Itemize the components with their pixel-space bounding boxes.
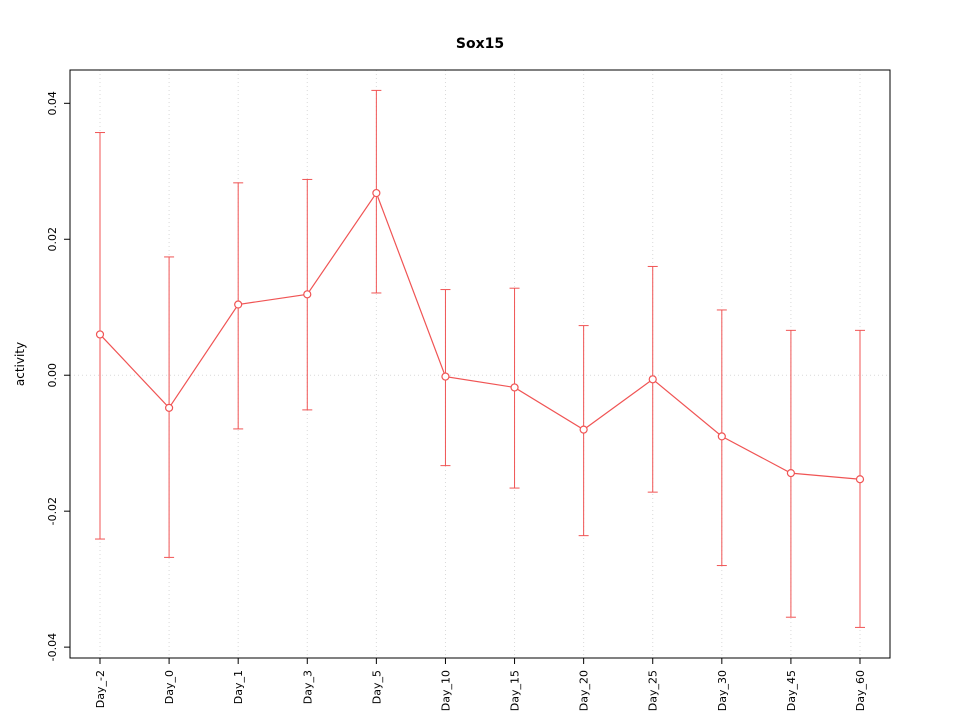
x-tick-label: Day_20 <box>578 670 591 711</box>
x-tick-label: Day_15 <box>509 670 522 711</box>
data-point <box>441 372 450 381</box>
series-line <box>99 191 861 480</box>
x-tick-label: Day_1 <box>232 670 245 704</box>
y-tick-label: -0.04 <box>46 633 59 661</box>
data-point <box>164 403 174 412</box>
x-tick-label: Day_10 <box>439 670 452 711</box>
data-point <box>648 375 657 384</box>
y-tick-label: -0.02 <box>46 497 59 525</box>
data-point <box>372 188 381 198</box>
x-tick-label: Day_45 <box>785 670 798 711</box>
chart-title: Sox15 <box>455 36 505 52</box>
data-point <box>95 330 105 339</box>
data-point <box>786 469 796 478</box>
data-point <box>855 475 865 484</box>
y-tick-label: 0.00 <box>46 363 59 388</box>
y-tick-label: 0.02 <box>46 227 59 252</box>
plot-border <box>69 69 891 659</box>
x-tick-label: Day_25 <box>647 670 660 711</box>
data-point <box>510 383 519 392</box>
data-point <box>717 432 726 441</box>
x-tick-label: Day_5 <box>370 670 383 704</box>
y-tick-label: 0.04 <box>46 91 59 116</box>
x-tick-label: Day_30 <box>716 670 729 711</box>
x-tick-label: Day_60 <box>854 670 867 711</box>
x-tick-label: Day_0 <box>163 670 176 704</box>
x-tick-label: Day_-2 <box>94 670 107 708</box>
data-point <box>303 290 312 299</box>
y-axis-title: activity <box>13 342 27 386</box>
data-point <box>234 300 243 309</box>
data-point <box>579 425 588 434</box>
x-tick-label: Day_3 <box>301 670 314 704</box>
